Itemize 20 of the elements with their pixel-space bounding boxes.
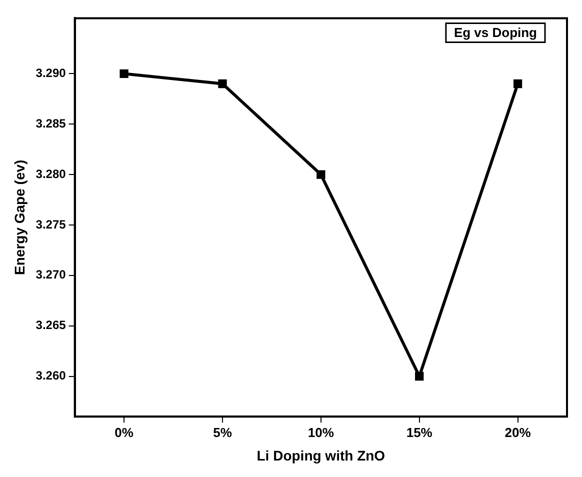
y-tick-label: 3.265: [36, 318, 66, 332]
x-tick-label: 20%: [504, 424, 532, 440]
point: [316, 170, 326, 179]
y-tick-label: 3.290: [36, 66, 66, 80]
x-tick-label: 5%: [213, 424, 232, 440]
y-tick-label: 3.260: [36, 368, 66, 383]
point: [513, 79, 522, 88]
x-tick-label: 10%: [308, 424, 334, 440]
y-tick-label: 3.280: [36, 166, 66, 181]
y-tick-label: 3.270: [36, 268, 66, 282]
point: [120, 69, 128, 78]
x-tick-label: 15%: [406, 424, 433, 440]
annotation: Eg vs Doping: [454, 24, 538, 40]
y-tick-label: 3.275: [36, 217, 66, 232]
x-tick-label: 0%: [114, 424, 134, 440]
point: [218, 79, 227, 88]
point: [415, 372, 424, 381]
y-tick-label: 3.285: [36, 116, 66, 130]
x-axis-title: Li Doping with ZnO: [256, 447, 386, 464]
y-axis-title: Energy Gape (ev): [11, 160, 28, 275]
